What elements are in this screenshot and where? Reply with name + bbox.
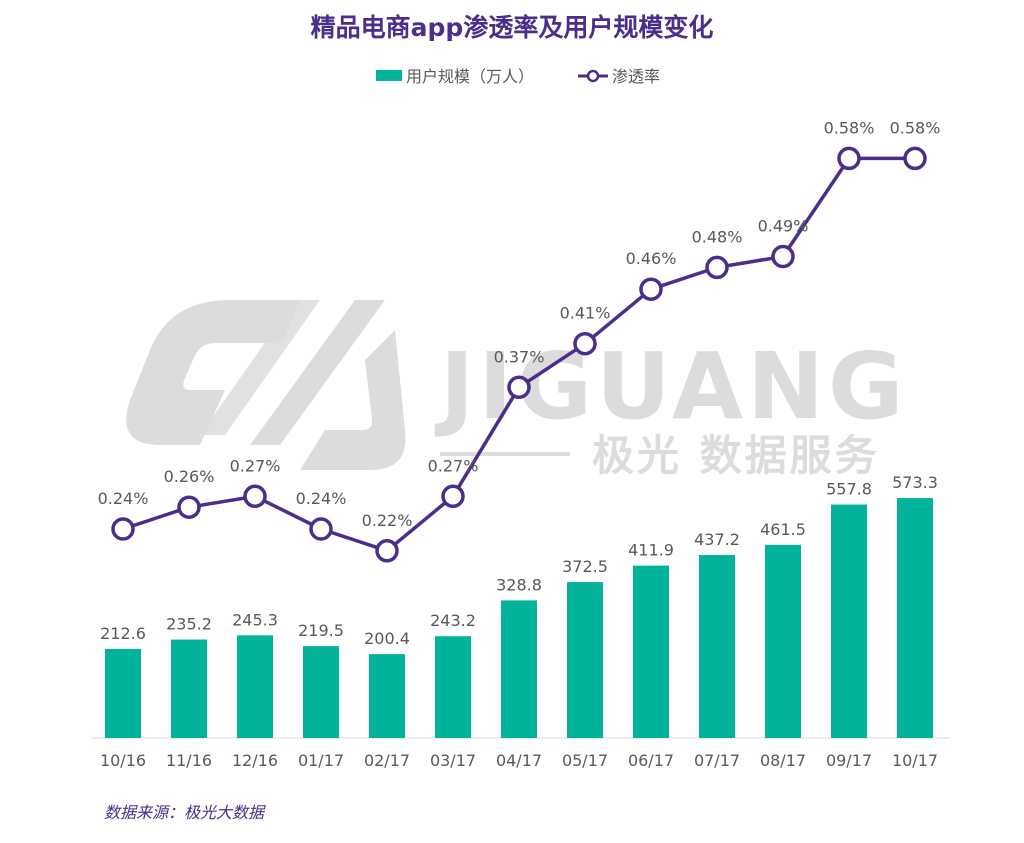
- bar-value-label: 212.6: [100, 624, 146, 643]
- line-point: [903, 146, 927, 171]
- bar-value-label: 573.3: [892, 473, 938, 492]
- x-tick-label: 05/17: [562, 751, 608, 770]
- legend-line-marker: [586, 69, 600, 83]
- x-tick-label: 10/16: [100, 751, 146, 770]
- line-point: [705, 255, 729, 280]
- bar-value-label: 219.5: [298, 621, 344, 640]
- line-point: [573, 331, 597, 356]
- line-value-label: 0.24%: [98, 489, 149, 508]
- bar: [831, 504, 867, 738]
- line-value-label: 0.49%: [758, 217, 809, 236]
- x-tick-label: 10/17: [892, 751, 938, 770]
- line-series: [111, 146, 927, 563]
- x-tick-label: 11/16: [166, 751, 212, 770]
- legend-line-label: 渗透率: [612, 67, 660, 86]
- legend: 用户规模（万人） 渗透率: [376, 67, 660, 86]
- line-value-label: 0.41%: [560, 304, 611, 323]
- x-axis-tick-labels: 10/16 11/16 12/16 01/17 02/17 03/17 04/17 05/17…: [100, 751, 938, 770]
- bar-value-label: 245.3: [232, 610, 278, 629]
- bar-value-label: 200.4: [364, 629, 410, 648]
- legend-bar-label: 用户规模（万人）: [406, 67, 534, 86]
- bar: [633, 565, 669, 738]
- bar: [303, 646, 339, 738]
- x-tick-label: 06/17: [628, 751, 674, 770]
- bar-value-label: 437.2: [694, 530, 740, 549]
- bar: [171, 639, 207, 738]
- bar-value-label: 328.8: [496, 575, 542, 594]
- bar-value-label: 372.5: [562, 557, 608, 576]
- line-value-label: 0.27%: [230, 456, 281, 475]
- bar-value-label: 243.2: [430, 611, 476, 630]
- line-point: [507, 375, 531, 400]
- line-point: [243, 484, 267, 509]
- x-tick-label: 01/17: [298, 751, 344, 770]
- line-value-label: 0.46%: [626, 249, 677, 268]
- line-point: [309, 517, 333, 541]
- bar: [501, 600, 537, 738]
- line-point: [837, 146, 861, 171]
- bar: [897, 498, 933, 738]
- chart-title: 精品电商app渗透率及用户规模变化: [311, 13, 714, 42]
- bar-value-label: 461.5: [760, 520, 806, 539]
- line-value-labels: 0.24% 0.26% 0.27% 0.24% 0.22% 0.27% 0.37% 0.41%…: [98, 118, 941, 529]
- line-value-label: 0.48%: [692, 227, 743, 246]
- legend-bar-swatch: [376, 70, 402, 81]
- x-tick-label: 09/17: [826, 751, 872, 770]
- bar-value-labels: 212.6 235.2 245.3 219.5 200.4 243.2 328.8 372.5…: [100, 473, 938, 648]
- line-point: [771, 244, 795, 269]
- bar: [567, 582, 603, 738]
- x-tick-label: 08/17: [760, 751, 806, 770]
- line-point: [177, 495, 201, 519]
- line-value-label: 0.58%: [890, 118, 941, 137]
- bar-series: [105, 498, 933, 738]
- bar-value-label: 235.2: [166, 615, 212, 634]
- watermark-divider: [440, 452, 570, 456]
- line-value-label: 0.24%: [296, 489, 347, 508]
- x-tick-label: 04/17: [496, 751, 542, 770]
- x-tick-label: 03/17: [430, 751, 476, 770]
- line-point: [441, 484, 465, 509]
- x-tick-label: 02/17: [364, 751, 410, 770]
- bar: [765, 544, 801, 738]
- line-value-label: 0.26%: [164, 467, 215, 486]
- line-value-label: 0.27%: [428, 456, 479, 475]
- x-tick-label: 12/16: [232, 751, 278, 770]
- bar: [699, 555, 735, 738]
- line-point: [375, 539, 399, 563]
- line-value-label: 0.58%: [824, 118, 875, 137]
- line-value-label: 0.22%: [362, 511, 413, 530]
- line-point: [111, 517, 135, 541]
- bar: [105, 649, 141, 738]
- bar: [435, 636, 471, 738]
- watermark-logo-icon: [126, 300, 406, 470]
- bar-value-label: 411.9: [628, 541, 674, 560]
- line-point: [639, 277, 663, 301]
- x-tick-label: 07/17: [694, 751, 740, 770]
- line-value-label: 0.37%: [494, 347, 545, 366]
- bar: [237, 635, 273, 738]
- bar-value-label: 557.8: [826, 480, 872, 499]
- watermark-subtitle: 极光 数据服务: [592, 431, 880, 480]
- bar: [369, 654, 405, 738]
- source-note: 数据来源：极光大数据: [104, 803, 266, 822]
